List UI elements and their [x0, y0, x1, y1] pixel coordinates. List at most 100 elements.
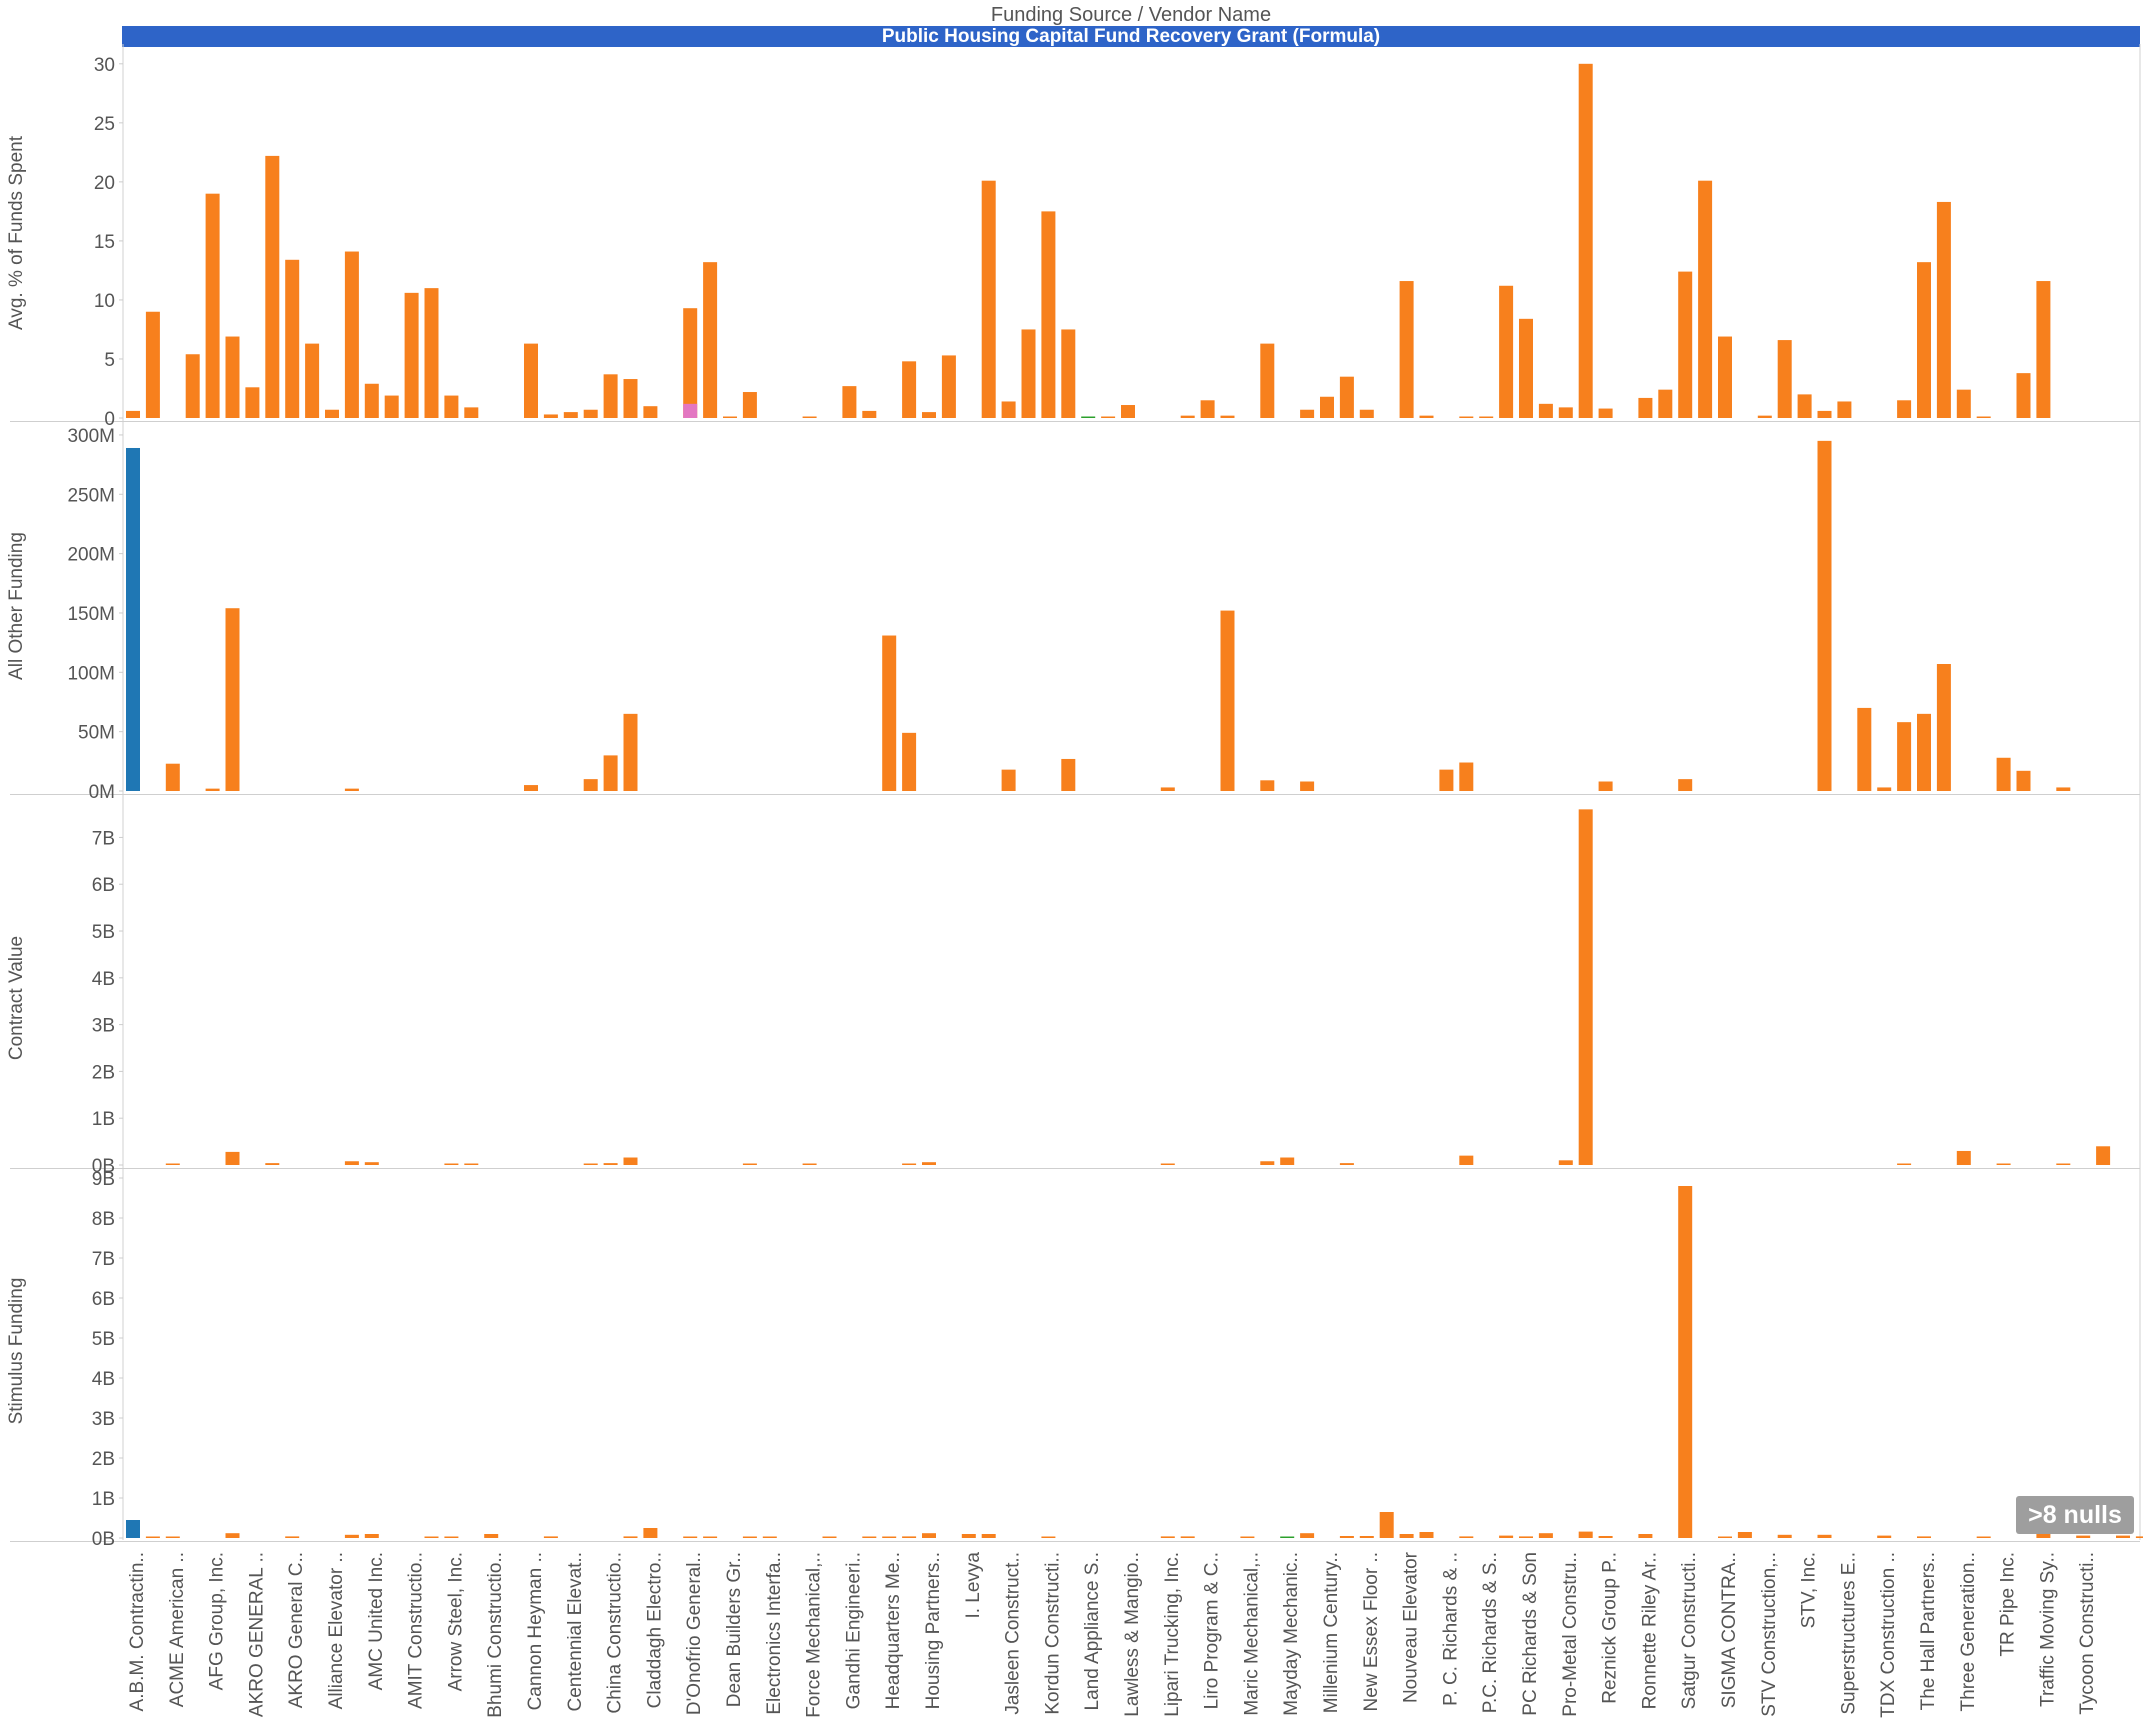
bar [384, 395, 399, 418]
bar [2056, 1163, 2071, 1165]
bar [842, 386, 857, 418]
bar [922, 1533, 936, 1538]
bar [1399, 1534, 1414, 1538]
bar [1220, 610, 1235, 791]
y-tick-label: 300M [67, 426, 115, 447]
bar [1757, 415, 1772, 418]
bar [902, 1163, 917, 1165]
y-tick-label: 150M [67, 604, 115, 625]
bar [1817, 410, 1832, 418]
bar [1638, 1534, 1653, 1538]
bar [1359, 1536, 1374, 1538]
bar [1996, 757, 2011, 791]
bar [225, 336, 240, 418]
bar [424, 288, 439, 418]
bar [2016, 770, 2031, 791]
bar [902, 1536, 917, 1538]
x-tick-label: Lipari Trucking, Inc. [1162, 1552, 1183, 1717]
bar [1857, 707, 1872, 791]
bar [1479, 416, 1494, 418]
x-tick-label: SIGMA CONTRA.. [1719, 1552, 1740, 1708]
bar [583, 409, 598, 418]
bar [364, 1162, 379, 1165]
bar [1797, 394, 1812, 418]
bar [1558, 407, 1573, 418]
bar [2016, 373, 2031, 418]
x-tick-label: New Essex Floor .. [1361, 1552, 1382, 1711]
bar [1956, 389, 1971, 418]
bar [723, 416, 737, 418]
y-tick-label: 4B [92, 1369, 115, 1390]
bar [1419, 1532, 1434, 1538]
y-tick-label: 0B [92, 1529, 115, 1550]
bar [1976, 1536, 1991, 1538]
y-tick-label: 50M [78, 723, 115, 744]
bar [1558, 1160, 1573, 1165]
bar [623, 713, 638, 791]
x-axis-labels: A.B.M. Contractin.. ACME American .. AFG G… [127, 1551, 2098, 1717]
bar [1180, 415, 1195, 418]
x-tick-label: STV, Inc. [1799, 1552, 1820, 1628]
bar [126, 1520, 140, 1538]
x-tick-label: Three Generation.. [1958, 1552, 1979, 1711]
bar [802, 1163, 817, 1165]
x-tick-label: Maric Mechanical,.. [1241, 1552, 1262, 1716]
bar [1976, 416, 1991, 418]
bar [1300, 781, 1315, 791]
x-tick-label: TR Pipe Inc. [1998, 1552, 2019, 1657]
y-tick-label: 0 [104, 409, 115, 430]
x-tick-label: Reznick Group P.. [1600, 1552, 1621, 1704]
bar [742, 1163, 757, 1165]
x-tick-label: Cannon Heyman .. [525, 1552, 546, 1710]
bar [1638, 397, 1653, 418]
bar [1379, 1512, 1394, 1538]
bar [1519, 1536, 1533, 1538]
bar [1718, 336, 1732, 418]
bar [325, 409, 339, 418]
bar [1897, 400, 1912, 418]
x-tick-label: AMC United Inc. [366, 1552, 387, 1690]
bar [1021, 329, 1036, 418]
bar [1718, 1536, 1732, 1538]
bar [2135, 1536, 2143, 1538]
bar [1499, 1535, 1514, 1538]
x-tick-label: Kordun Constructi.. [1042, 1552, 1063, 1715]
bar [981, 180, 996, 418]
y-tick-label: 15 [94, 232, 115, 253]
bar [165, 763, 180, 791]
bar [344, 788, 359, 791]
bar [524, 785, 538, 791]
y-tick-label: 5B [92, 922, 115, 943]
bar [2056, 787, 2071, 791]
bar [1678, 1186, 1693, 1538]
bar [1459, 1155, 1474, 1165]
x-tick-label: Arrow Steel, Inc. [445, 1552, 466, 1691]
bar [524, 343, 538, 418]
bar [444, 1536, 459, 1538]
bar [1260, 780, 1275, 791]
bar [1936, 664, 1951, 791]
x-tick-label: Mayday Mechanic.. [1281, 1552, 1302, 1716]
bar [1578, 809, 1593, 1165]
bar [623, 379, 638, 418]
bar [2076, 1535, 2091, 1538]
nulls-indicator-badge[interactable]: >8 nulls [2016, 1496, 2134, 1534]
y-tick-label: 5 [104, 350, 115, 371]
x-tick-label: The Hall Partners.. [1918, 1552, 1939, 1710]
bar [126, 447, 140, 791]
bar [165, 1163, 180, 1165]
bar [245, 387, 260, 418]
bar [1877, 1535, 1892, 1538]
funding-source-banner[interactable]: Public Housing Capital Fund Recovery Gra… [122, 26, 2140, 47]
bar [1339, 376, 1354, 418]
bar [225, 1151, 240, 1165]
bar [1399, 281, 1414, 418]
bar [1678, 779, 1693, 791]
x-tick-label: Millenium Century.. [1321, 1552, 1342, 1713]
bar [145, 1536, 160, 1538]
x-tick-label: AMIT Constructio.. [406, 1552, 427, 1709]
bar [1917, 713, 1931, 791]
bar [484, 1534, 499, 1538]
